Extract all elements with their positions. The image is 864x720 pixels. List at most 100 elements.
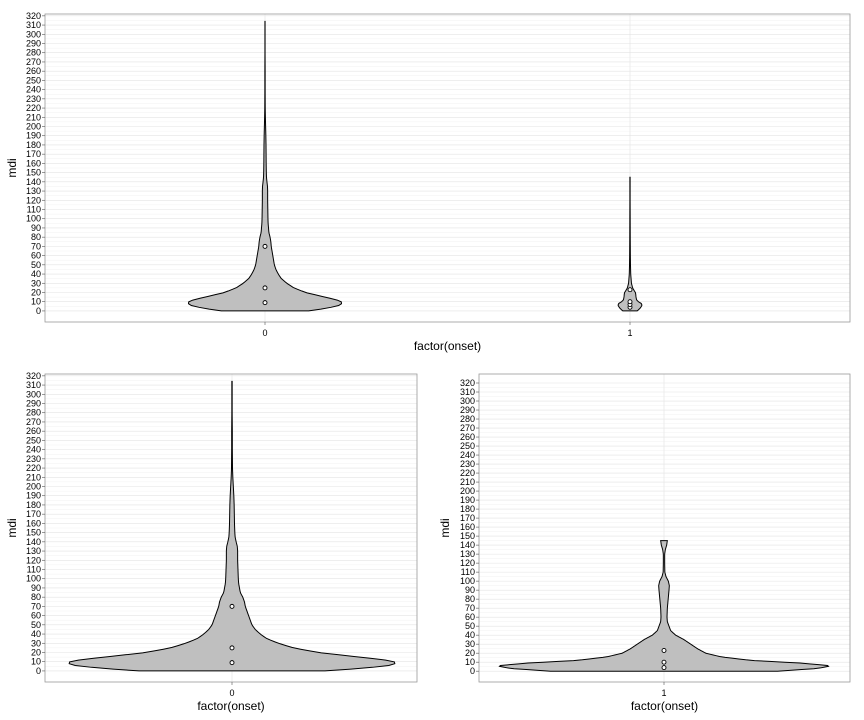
y-tick-label: 290 <box>26 399 41 409</box>
outlier-point <box>229 603 235 609</box>
outlier-point <box>627 299 633 305</box>
x-tick-label: 1 <box>661 688 666 698</box>
y-tick-label: 140 <box>460 540 475 550</box>
y-tick-label: 10 <box>31 297 41 307</box>
y-tick-label: 200 <box>460 486 475 496</box>
y-axis-title: mdi <box>438 518 452 537</box>
y-tick-label: 170 <box>26 149 41 159</box>
violin-shape <box>187 20 343 312</box>
y-tick-label: 130 <box>460 549 475 559</box>
y-tick-label: 100 <box>26 574 41 584</box>
y-tick-label: 320 <box>26 11 41 21</box>
y-tick-label: 40 <box>465 630 475 640</box>
y-tick-label: 280 <box>460 414 475 424</box>
panel-bottom-left: 0102030405060708090100110120130140150160… <box>5 371 418 713</box>
violin-shape <box>617 176 643 312</box>
y-tick-label: 150 <box>26 528 41 538</box>
y-tick-label: 320 <box>26 371 41 381</box>
y-tick-label: 150 <box>26 168 41 178</box>
y-tick-label: 100 <box>460 576 475 586</box>
y-tick-label: 40 <box>31 269 41 279</box>
y-tick-label: 260 <box>26 426 41 436</box>
violin-shape <box>68 380 396 672</box>
y-tick-label: 290 <box>460 405 475 415</box>
y-tick-label: 240 <box>26 445 41 455</box>
y-tick-label: 300 <box>460 396 475 406</box>
y-tick-label: 210 <box>26 112 41 122</box>
y-tick-label: 0 <box>470 666 475 676</box>
violin-shape <box>498 540 830 672</box>
y-tick-label: 280 <box>26 48 41 58</box>
y-tick-label: 130 <box>26 546 41 556</box>
y-tick-label: 20 <box>465 648 475 658</box>
y-tick-label: 220 <box>26 103 41 113</box>
y-tick-label: 140 <box>26 177 41 187</box>
y-tick-label: 120 <box>460 558 475 568</box>
y-tick-label: 30 <box>465 639 475 649</box>
y-tick-label: 80 <box>465 594 475 604</box>
y-tick-label: 90 <box>31 223 41 233</box>
y-tick-label: 70 <box>31 601 41 611</box>
y-tick-label: 50 <box>31 260 41 270</box>
y-tick-label: 160 <box>26 518 41 528</box>
y-tick-label: 240 <box>460 450 475 460</box>
y-tick-label: 60 <box>31 611 41 621</box>
x-axis-title: factor(onset) <box>631 699 698 713</box>
y-tick-label: 90 <box>31 583 41 593</box>
y-tick-label: 140 <box>26 537 41 547</box>
y-tick-label: 170 <box>460 513 475 523</box>
y-tick-label: 210 <box>26 472 41 482</box>
y-tick-label: 120 <box>26 195 41 205</box>
y-tick-label: 190 <box>26 491 41 501</box>
y-tick-label: 320 <box>460 378 475 388</box>
y-tick-label: 50 <box>31 620 41 630</box>
panel-bottom-right: 0102030405060708090100110120130140150160… <box>438 373 851 713</box>
y-tick-label: 180 <box>26 140 41 150</box>
y-tick-label: 50 <box>465 621 475 631</box>
y-tick-label: 70 <box>31 241 41 251</box>
y-tick-label: 250 <box>26 75 41 85</box>
y-tick-label: 10 <box>31 657 41 667</box>
x-tick-label: 0 <box>262 328 267 338</box>
y-tick-label: 310 <box>26 380 41 390</box>
outlier-point <box>627 287 633 293</box>
y-tick-label: 200 <box>26 122 41 132</box>
y-tick-label: 20 <box>31 287 41 297</box>
y-tick-label: 180 <box>460 504 475 514</box>
panel-top: 0102030405060708090100110120130140150160… <box>5 11 851 353</box>
panel-border <box>478 373 851 683</box>
outlier-point <box>262 243 268 249</box>
y-tick-label: 170 <box>26 509 41 519</box>
y-tick-label: 230 <box>460 459 475 469</box>
y-tick-label: 80 <box>31 232 41 242</box>
y-tick-label: 0 <box>36 666 41 676</box>
y-tick-label: 230 <box>26 94 41 104</box>
outlier-point <box>661 648 667 653</box>
y-tick-label: 230 <box>26 454 41 464</box>
y-tick-label: 220 <box>460 468 475 478</box>
y-tick-label: 270 <box>26 57 41 67</box>
y-tick-label: 20 <box>31 647 41 657</box>
y-tick-label: 0 <box>36 306 41 316</box>
panel-border <box>44 13 851 323</box>
y-axis-title: mdi <box>5 518 19 537</box>
y-tick-label: 110 <box>27 204 41 214</box>
y-tick-label: 30 <box>31 278 41 288</box>
y-tick-label: 160 <box>26 158 41 168</box>
y-tick-label: 60 <box>31 251 41 261</box>
y-tick-label: 110 <box>27 564 41 574</box>
y-tick-label: 280 <box>26 408 41 418</box>
y-tick-label: 190 <box>26 131 41 141</box>
y-tick-label: 80 <box>31 592 41 602</box>
y-tick-label: 200 <box>26 482 41 492</box>
y-tick-label: 260 <box>460 432 475 442</box>
y-tick-label: 270 <box>460 423 475 433</box>
y-tick-label: 30 <box>31 638 41 648</box>
panel-border <box>44 373 418 683</box>
y-tick-label: 180 <box>26 500 41 510</box>
y-tick-label: 130 <box>26 186 41 196</box>
y-tick-label: 70 <box>465 603 475 613</box>
outlier-point <box>262 285 268 291</box>
y-tick-label: 150 <box>460 531 475 541</box>
